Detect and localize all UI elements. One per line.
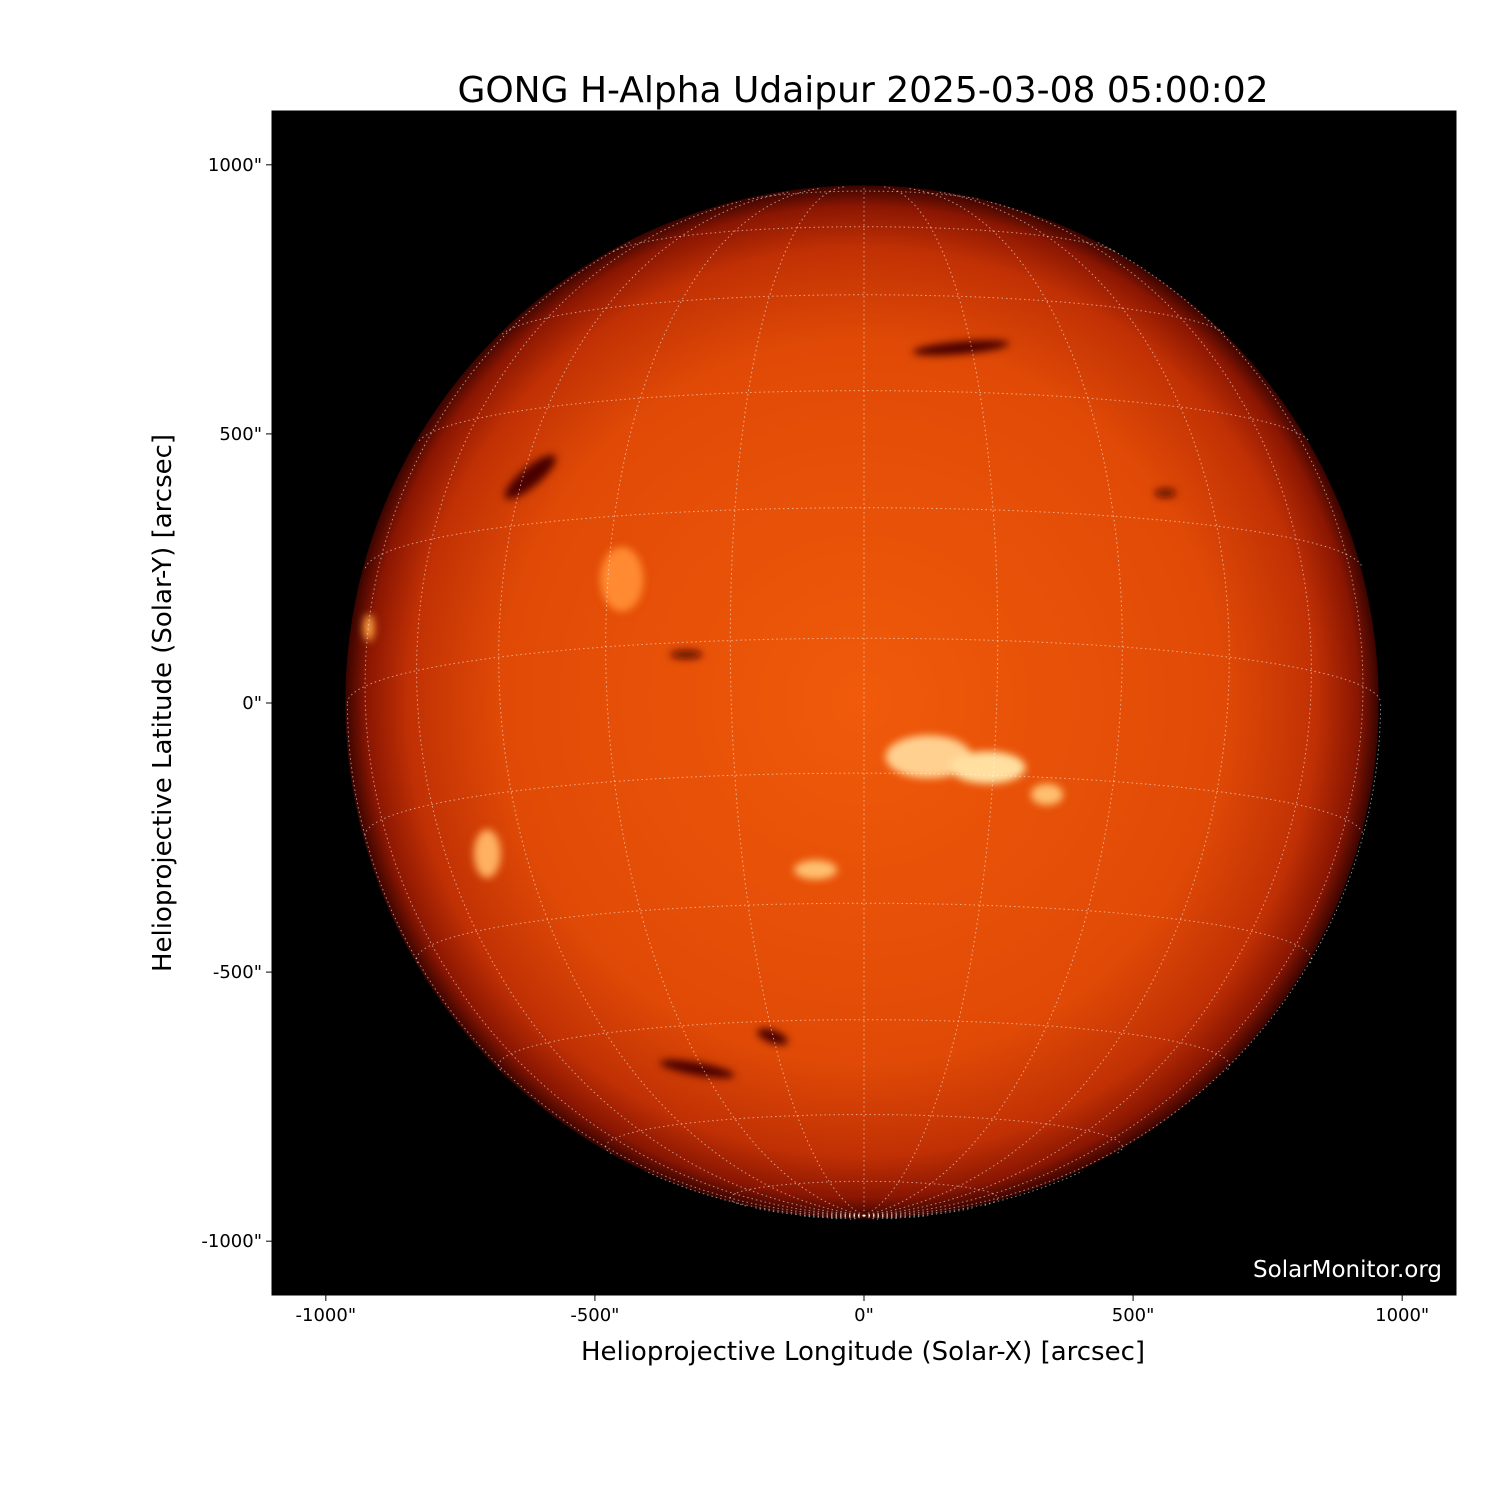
latitude-gridline xyxy=(346,637,1382,704)
watermark: SolarMonitor.org xyxy=(1253,1257,1442,1283)
longitude-gridline xyxy=(863,191,1230,1217)
latitude-gridline xyxy=(613,226,1115,252)
y-tick-label: 1000" xyxy=(208,155,262,176)
plage-region xyxy=(950,751,1026,784)
filament xyxy=(912,340,1010,356)
plage-region xyxy=(1030,783,1064,806)
longitude-gridline xyxy=(800,1215,865,1219)
longitude-gridline xyxy=(863,1215,928,1219)
longitude-gridline xyxy=(605,188,865,1217)
y-tick-label: -1000" xyxy=(201,1231,262,1252)
solar-disk xyxy=(345,185,1379,1219)
x-axis-label: Helioprojective Longitude (Solar-X) [arc… xyxy=(581,1337,1145,1367)
plage-region xyxy=(363,614,375,642)
filament xyxy=(660,1059,735,1079)
plage-region xyxy=(473,829,501,878)
x-tick-label: 1000" xyxy=(1375,1305,1429,1326)
longitude-gridline xyxy=(644,1170,865,1217)
y-axis-label: Helioprojective Latitude (Solar-Y) [arcs… xyxy=(148,434,178,972)
chart-title: GONG H-Alpha Udaipur 2025-03-08 05:00:02 xyxy=(457,70,1268,111)
latitude-gridline xyxy=(364,772,1364,836)
x-tick-label: -500" xyxy=(570,1305,619,1326)
latitude-gridline xyxy=(605,1113,1123,1155)
x-tick-label: -1000" xyxy=(296,1305,357,1326)
y-tick-label: 0" xyxy=(242,693,262,714)
plage-region xyxy=(600,546,644,612)
longitude-gridline xyxy=(863,702,1382,1217)
longitude-gridline xyxy=(498,191,865,1217)
filament xyxy=(1154,488,1177,498)
latitude-gridline xyxy=(729,1180,999,1207)
filament xyxy=(670,650,703,659)
filament xyxy=(757,1028,788,1045)
longitude-gridline xyxy=(863,1170,1084,1217)
longitude-gridline xyxy=(863,1215,901,1220)
filament xyxy=(504,454,556,500)
longitude-gridline xyxy=(863,188,1123,1217)
longitude-gridline xyxy=(755,1207,865,1218)
plage-region xyxy=(885,735,972,779)
longitude-gridline xyxy=(346,702,865,1217)
plage-region xyxy=(794,860,838,880)
x-tick-label: 0" xyxy=(854,1305,874,1326)
y-tick-label: -500" xyxy=(213,962,262,983)
longitude-gridline xyxy=(863,1207,973,1218)
x-tick-label: 500" xyxy=(1112,1305,1155,1326)
y-tick-label: 500" xyxy=(219,424,262,445)
longitude-gridline xyxy=(827,1215,865,1220)
latitude-gridline xyxy=(498,1019,1230,1071)
